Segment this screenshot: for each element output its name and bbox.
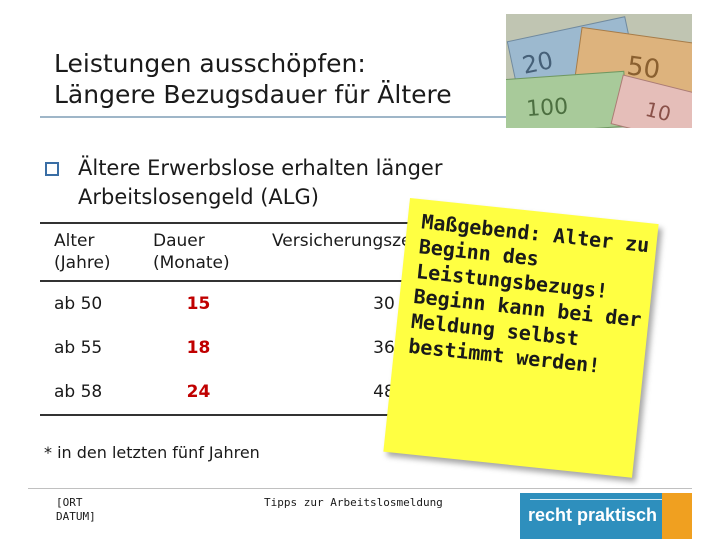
- sticky-note: Maßgebend: Alter zu Beginn des Leistungs…: [383, 198, 659, 478]
- cell-duration: 18: [186, 338, 211, 358]
- cell-duration: 24: [139, 370, 258, 416]
- header-age: Alter (Jahre): [40, 222, 139, 282]
- title-line-1: Leistungen ausschöpfen:: [54, 49, 366, 78]
- svg-text:100: 100: [525, 94, 569, 122]
- header-duration: Dauer (Monate): [139, 222, 258, 282]
- footer-title: Tipps zur Arbeitslosmeldung: [264, 496, 443, 509]
- cell-age: ab 58: [40, 370, 139, 416]
- title-line-2: Längere Bezugsdauer für Ältere: [54, 80, 452, 109]
- euro-banknotes-icon: 20 50 100 10: [506, 14, 692, 128]
- cell-duration: 15: [186, 294, 211, 314]
- bullet-text: Ältere Erwerbslose erhalten länger Arbei…: [78, 156, 443, 209]
- footer-date-placeholder: [ORT DATUM]: [56, 496, 96, 523]
- cell-age: ab 55: [54, 338, 103, 358]
- logo-rule: [530, 499, 682, 500]
- svg-text:20: 20: [520, 46, 556, 80]
- footer-divider: [28, 488, 692, 489]
- recht-praktisch-logo: recht praktisch: [520, 493, 692, 539]
- slide-title: Leistungen ausschöpfen: Längere Bezugsda…: [40, 48, 510, 118]
- cell-insurance: 30: [373, 294, 395, 314]
- table-row: ab 55 18 36: [40, 326, 510, 370]
- sticky-note-text: Maßgebend: Alter zu Beginn des Leistungs…: [407, 209, 651, 378]
- cell-insurance: 36: [373, 338, 395, 358]
- logo-accent-stripe: [662, 493, 692, 539]
- table-row: ab 50 15 30: [40, 281, 510, 326]
- footnote: * in den letzten fünf Jahren: [44, 443, 260, 462]
- bullet-marker: [45, 162, 59, 176]
- cell-age: ab 50: [54, 294, 103, 314]
- svg-text:10: 10: [643, 97, 674, 126]
- logo-text: recht praktisch: [528, 505, 658, 525]
